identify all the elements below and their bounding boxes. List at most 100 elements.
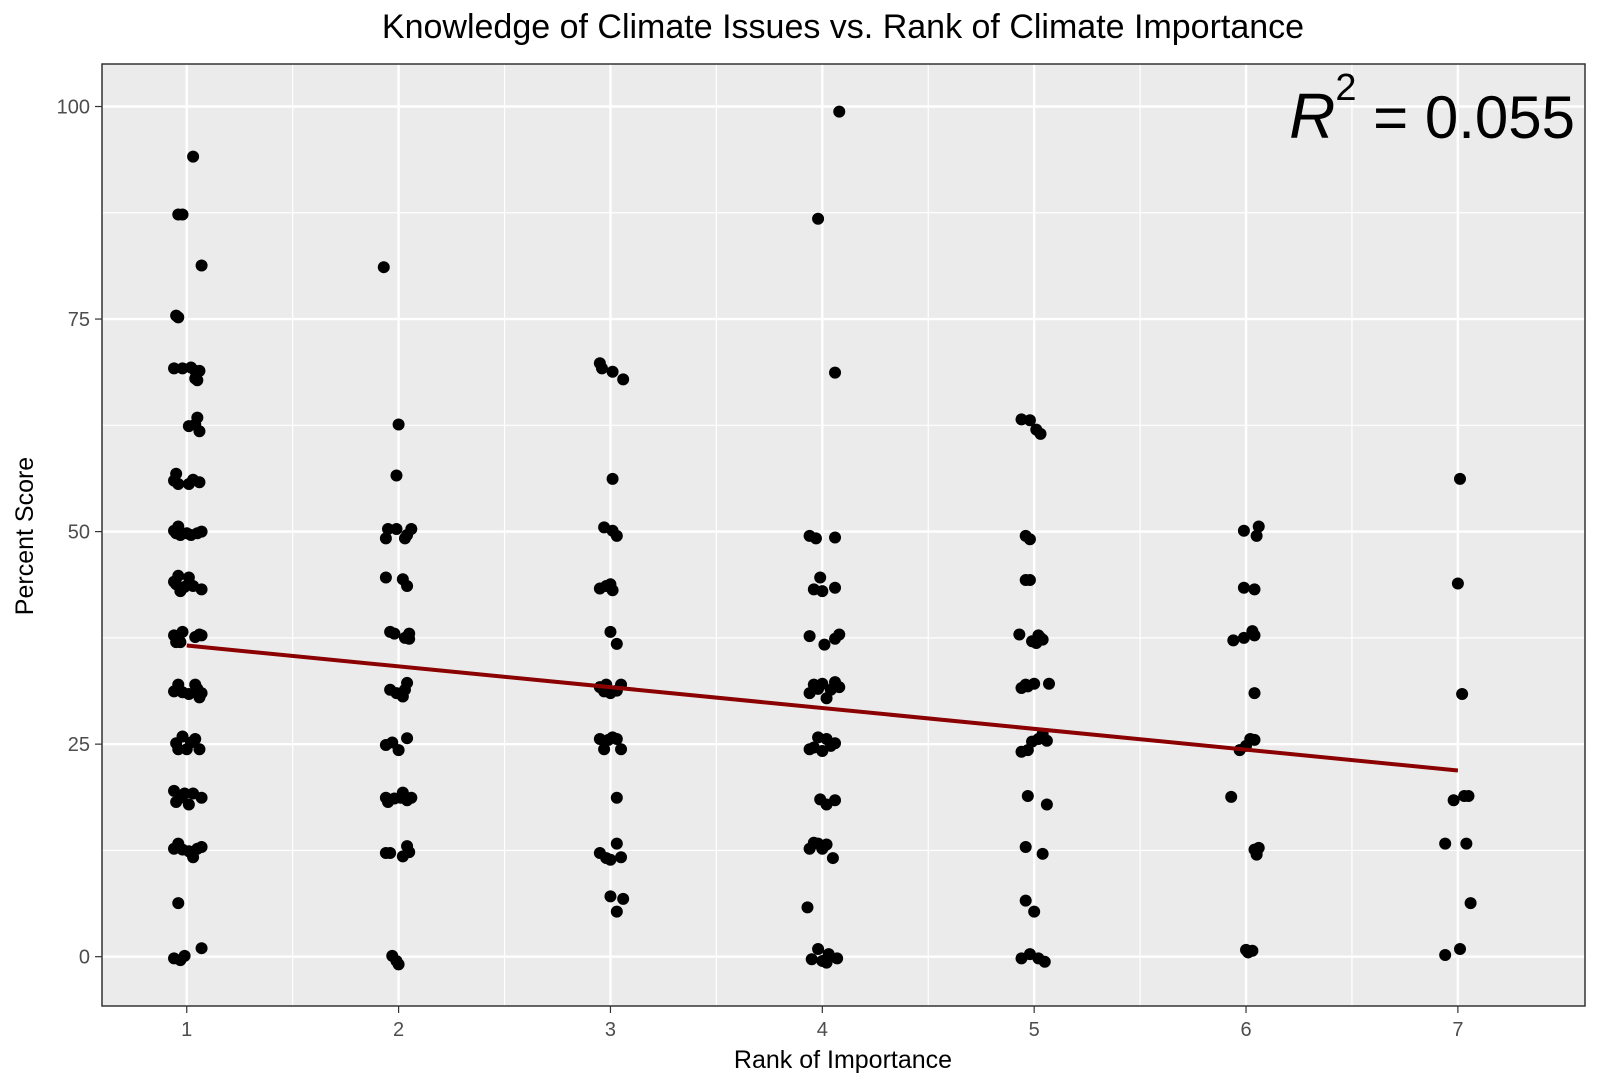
data-point bbox=[405, 791, 418, 804]
data-point bbox=[1252, 520, 1265, 533]
data-point bbox=[195, 259, 208, 272]
data-point bbox=[803, 630, 816, 643]
data-point bbox=[606, 584, 619, 597]
data-point bbox=[172, 743, 185, 756]
data-point bbox=[172, 208, 185, 221]
data-point bbox=[172, 311, 185, 324]
data-point bbox=[170, 578, 183, 591]
data-point bbox=[401, 580, 414, 593]
data-point bbox=[1248, 733, 1261, 746]
data-point bbox=[833, 105, 846, 118]
data-point bbox=[809, 532, 822, 545]
data-point bbox=[1032, 629, 1045, 642]
data-point bbox=[379, 532, 392, 545]
data-point bbox=[390, 469, 403, 482]
data-point bbox=[1250, 529, 1263, 542]
data-point bbox=[401, 732, 414, 745]
data-point bbox=[176, 730, 189, 743]
y-axis-title: Percent Score bbox=[11, 457, 39, 615]
data-point bbox=[1040, 734, 1053, 747]
plot-panel bbox=[102, 64, 1585, 1006]
data-point bbox=[814, 571, 827, 584]
data-points bbox=[168, 105, 1477, 971]
data-point bbox=[1023, 574, 1036, 587]
y-tick-label: 100 bbox=[57, 97, 90, 119]
data-point bbox=[1460, 837, 1473, 850]
data-point bbox=[820, 838, 833, 851]
data-point bbox=[617, 373, 630, 386]
data-point bbox=[195, 942, 208, 955]
minor-gridlines bbox=[102, 64, 1585, 1006]
data-point bbox=[610, 529, 623, 542]
data-point bbox=[382, 523, 395, 536]
data-point bbox=[1246, 944, 1259, 957]
data-point bbox=[392, 744, 405, 757]
data-point bbox=[1227, 634, 1240, 647]
data-point bbox=[1023, 414, 1036, 427]
data-point bbox=[604, 890, 617, 903]
panel-border bbox=[101, 63, 1586, 1007]
data-point bbox=[388, 627, 401, 640]
axis-ticks bbox=[95, 105, 1459, 1013]
trend-line bbox=[186, 643, 1459, 773]
data-point bbox=[392, 958, 405, 971]
chart-title: Knowledge of Climate Issues vs. Rank of … bbox=[382, 8, 1304, 46]
data-point bbox=[195, 583, 208, 596]
data-point bbox=[195, 841, 208, 854]
x-tick-label: 6 bbox=[1240, 1019, 1251, 1041]
data-point bbox=[178, 787, 191, 800]
data-point bbox=[1021, 790, 1034, 803]
data-point bbox=[379, 571, 392, 584]
data-point bbox=[1023, 533, 1036, 546]
data-point bbox=[812, 943, 825, 956]
data-point bbox=[1028, 905, 1041, 918]
data-point bbox=[1036, 847, 1049, 860]
data-point bbox=[816, 677, 829, 690]
data-point bbox=[1038, 955, 1051, 968]
data-point bbox=[191, 374, 204, 387]
data-point bbox=[172, 897, 185, 910]
x-tick-label: 7 bbox=[1452, 1019, 1463, 1041]
data-point bbox=[610, 733, 623, 746]
data-point bbox=[826, 852, 839, 865]
data-point bbox=[178, 949, 191, 962]
data-point bbox=[191, 411, 204, 424]
data-point bbox=[818, 638, 831, 651]
data-point bbox=[595, 362, 608, 375]
data-point bbox=[172, 477, 185, 490]
r-squared-value: = 0.055 bbox=[1356, 84, 1575, 151]
data-point bbox=[829, 531, 842, 544]
data-point bbox=[831, 952, 844, 965]
data-point bbox=[833, 628, 846, 641]
data-point bbox=[403, 846, 416, 859]
r-squared-superscript: 2 bbox=[1335, 67, 1356, 109]
r-squared-base: R bbox=[1289, 80, 1335, 152]
data-point bbox=[1248, 583, 1261, 596]
x-tick-label: 3 bbox=[605, 1019, 616, 1041]
data-point bbox=[598, 743, 611, 756]
x-tick-label: 4 bbox=[817, 1019, 828, 1041]
data-point bbox=[610, 791, 623, 804]
data-point bbox=[833, 681, 846, 694]
data-point bbox=[392, 418, 405, 431]
x-axis-title: Rank of Importance bbox=[734, 1046, 952, 1074]
data-point bbox=[193, 476, 206, 489]
x-tick-label: 2 bbox=[393, 1019, 404, 1041]
data-point bbox=[174, 636, 187, 649]
x-tick-label: 5 bbox=[1029, 1019, 1040, 1041]
data-point bbox=[1237, 581, 1250, 594]
data-point bbox=[610, 837, 623, 850]
data-point bbox=[189, 733, 202, 746]
data-point bbox=[1451, 577, 1464, 590]
data-point bbox=[377, 261, 390, 274]
y-tick-label: 75 bbox=[68, 309, 90, 331]
data-point bbox=[1456, 687, 1469, 700]
data-point bbox=[195, 687, 208, 700]
data-point bbox=[1034, 427, 1047, 440]
data-point bbox=[615, 743, 628, 756]
data-point bbox=[606, 365, 619, 378]
data-point bbox=[610, 905, 623, 918]
data-point bbox=[1225, 790, 1238, 803]
data-point bbox=[1043, 677, 1056, 690]
